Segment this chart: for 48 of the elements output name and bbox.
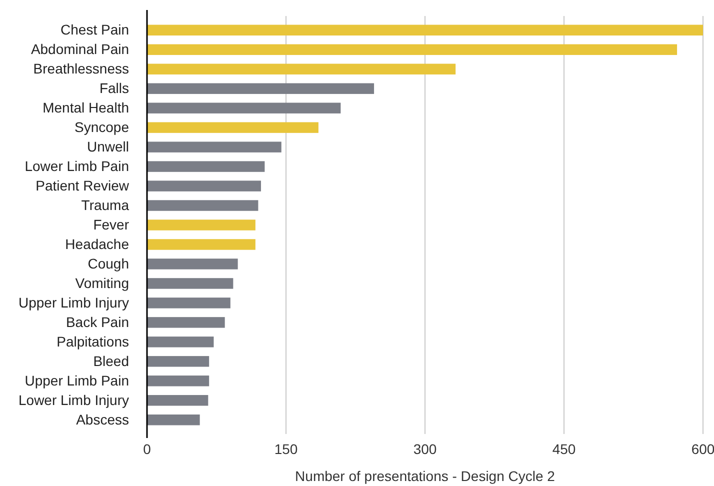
bar	[147, 122, 318, 133]
y-tick-label: Patient Review	[36, 178, 130, 194]
bar	[147, 317, 225, 328]
x-tick-label: 150	[274, 440, 298, 457]
bar	[147, 414, 200, 426]
y-tick-label: Upper Limb Pain	[24, 372, 129, 388]
bar	[147, 180, 261, 192]
y-tick-label: Lower Limb Injury	[18, 392, 129, 408]
x-tick-label: 300	[413, 440, 437, 457]
y-tick-label: Bleed	[93, 352, 129, 369]
y-tick-label: Abscess	[76, 411, 129, 428]
bar	[147, 298, 230, 308]
y-tick-label: Breathlessness	[33, 60, 129, 77]
y-tick-label: Palpitations	[56, 333, 129, 350]
bar	[147, 376, 210, 386]
y-tick-label: Vomiting	[75, 274, 129, 291]
y-tick-label: Unwell	[86, 138, 129, 155]
bar	[147, 142, 282, 152]
bar	[147, 24, 703, 36]
bar	[147, 44, 678, 55]
bar	[147, 278, 234, 289]
y-tick-label: Back Pain	[66, 314, 129, 330]
y-tick-label: Lower Limb Pain	[24, 158, 129, 174]
y-tick-label: Chest Pain	[60, 22, 129, 38]
y-tick-label: Trauma	[81, 196, 130, 213]
bar	[147, 239, 256, 250]
bar	[147, 161, 265, 172]
y-tick-label: Mental Health	[42, 100, 129, 116]
bar	[147, 102, 341, 114]
y-tick-label: Syncope	[74, 119, 130, 136]
y-tick-label: Falls	[99, 80, 129, 96]
bar	[147, 356, 210, 367]
x-axis-title: Number of presentations - Design Cycle 2	[295, 468, 556, 484]
bar	[147, 64, 456, 74]
x-tick-label: 450	[552, 440, 576, 457]
y-tick-label: Cough	[88, 255, 129, 272]
bar	[147, 336, 214, 348]
bar	[147, 258, 238, 270]
x-tick-label: 0	[143, 440, 152, 457]
y-tick-label: Upper Limb Injury	[18, 294, 129, 310]
y-tick-label: Abdominal Pain	[30, 41, 129, 58]
bar	[147, 83, 374, 94]
bar	[147, 220, 256, 230]
bar	[147, 200, 258, 211]
bar	[147, 395, 208, 406]
y-tick-label: Headache	[65, 236, 130, 252]
x-tick-label: 600	[691, 440, 714, 457]
y-tick-label: Fever	[93, 216, 130, 232]
